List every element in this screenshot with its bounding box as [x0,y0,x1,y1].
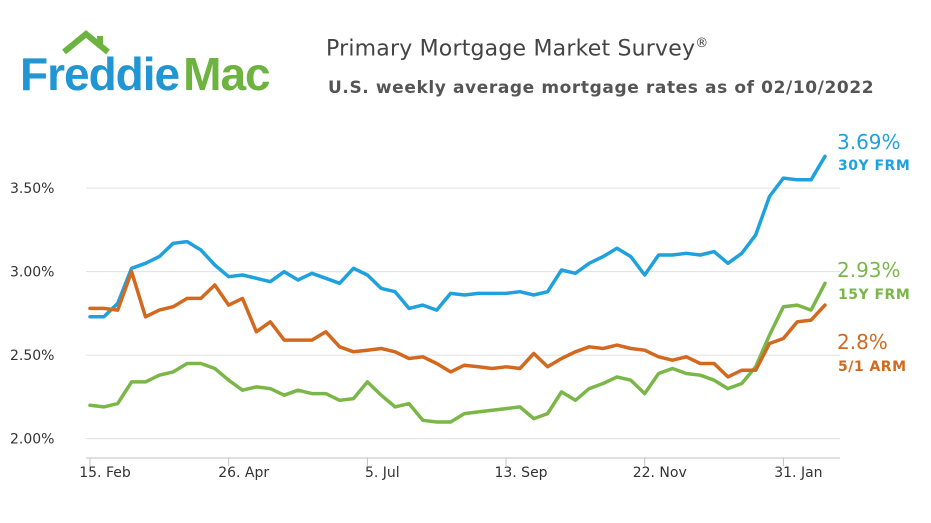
series-line-30y-frm [88,154,827,319]
series-line-5-1-arm [88,269,827,379]
series-line-15y-frm [88,281,827,424]
grid-lines: 2.00% 2.50% 3.00% 3.50% [10,181,840,448]
series-label-15y-frm: 15Y FRM [838,287,910,303]
end-labels: 3.69% 30Y FRM 2.93% 15Y FRM 2.8% 5/1 ARM [837,130,910,375]
x-axis: 15. Feb 26. Apr 5. Jul 13. Sep 22. Nov 31. Ja… [79,457,840,481]
x-tick-label: 22. Nov [633,465,687,481]
x-tick-label: 13. Sep [494,465,547,481]
end-value-30y-frm: 3.69% [837,130,901,154]
plot-background [0,108,931,464]
end-value-5-1-arm: 2.8% [837,330,888,354]
svg-text:FreddieMac: FreddieMac [20,48,270,100]
house-chimney-icon [97,36,103,46]
series-label-5-1-arm: 5/1 ARM [838,359,907,375]
logo-text-mac: Mac [183,48,270,100]
x-tick-label: 31. Jan [774,465,822,481]
x-tick-label: 15. Feb [79,465,131,481]
series-label-30y-frm: 30Y FRM [838,158,910,174]
x-tick-label: 26. Apr [218,465,269,481]
x-tick-label: 5. Jul [365,465,400,481]
y-tick-label: 2.50% [10,348,54,364]
chart-title: Primary Mortgage Market Survey® [326,36,709,62]
freddie-mac-logo: FreddieMac [20,30,271,100]
y-tick-label: 3.00% [10,265,54,281]
series-lines [88,154,827,424]
logo-text-freddie: Freddie [20,48,180,100]
chart-subtitle: U.S. weekly average mortgage rates as of… [328,78,875,98]
end-value-15y-frm: 2.93% [837,258,901,282]
y-tick-label: 2.00% [10,432,54,448]
y-tick-label: 3.50% [10,181,54,197]
